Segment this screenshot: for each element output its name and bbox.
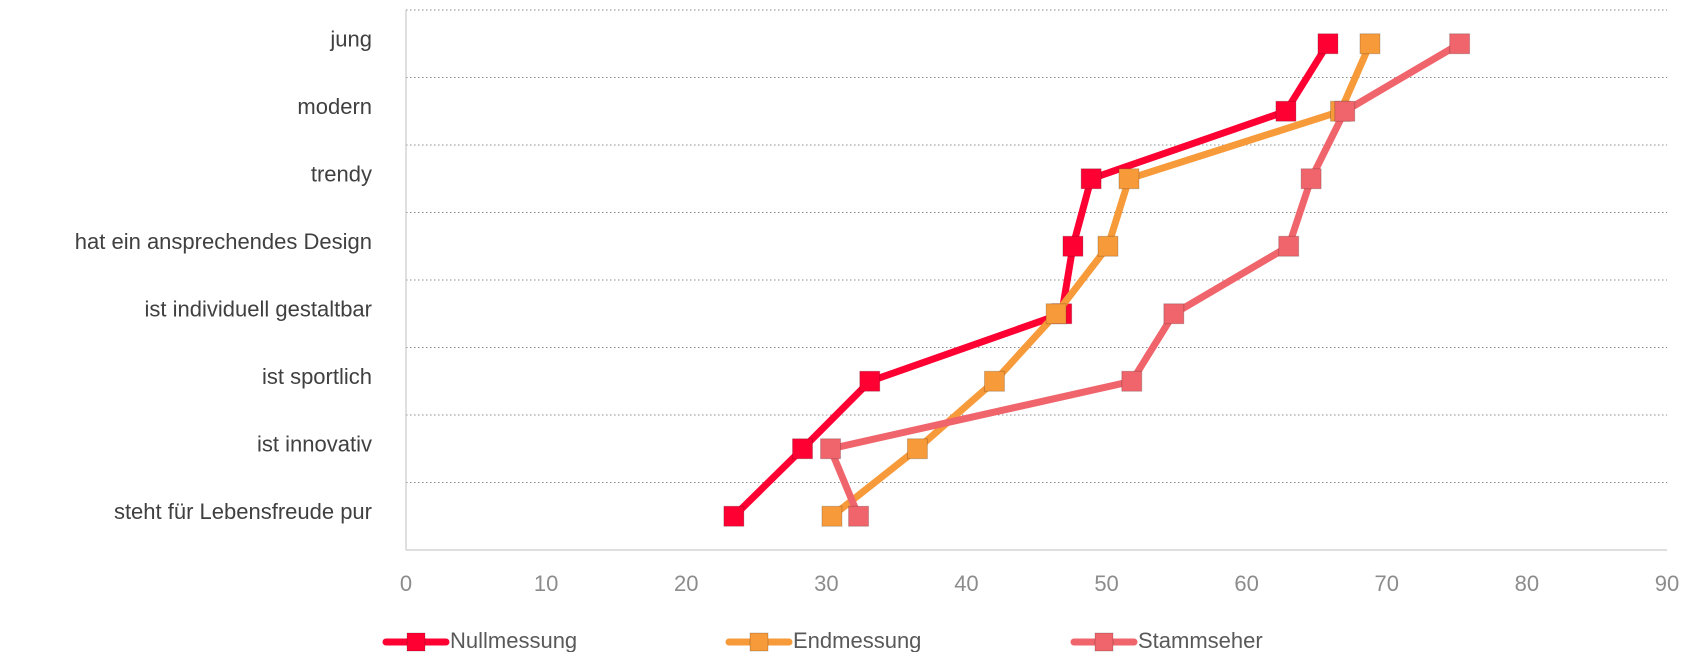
- series-nullmessung: [723, 33, 1339, 527]
- legend-item-nullmessung: Nullmessung: [382, 628, 577, 652]
- data-point-marker: [1118, 168, 1140, 190]
- x-tick-label: 90: [1655, 571, 1679, 596]
- axes: [405, 10, 1667, 551]
- data-point-marker: [848, 505, 870, 527]
- data-point-marker: [1317, 33, 1339, 55]
- series-line: [827, 40, 1462, 518]
- series-lines: [723, 33, 1471, 527]
- series-stammseher: [820, 33, 1471, 527]
- legend-item-endmessung: Endmessung: [725, 628, 921, 652]
- data-point-marker: [723, 505, 745, 527]
- data-point-marker: [1300, 168, 1322, 190]
- x-tick-label: 20: [674, 571, 698, 596]
- data-point-marker: [1097, 235, 1119, 257]
- x-tick-label: 70: [1375, 571, 1399, 596]
- series-endmessung: [821, 33, 1381, 527]
- data-point-marker: [1163, 303, 1185, 325]
- category-label: steht für Lebensfreude pur: [114, 499, 372, 524]
- category-label: hat ein ansprechendes Design: [75, 229, 372, 254]
- data-point-marker: [1121, 370, 1143, 392]
- data-point-marker: [1278, 235, 1300, 257]
- data-point-marker: [1045, 303, 1067, 325]
- category-label: ist sportlich: [262, 364, 372, 389]
- category-label: jung: [329, 27, 372, 52]
- x-tick-label: 50: [1094, 571, 1118, 596]
- category-label: ist innovativ: [257, 432, 372, 457]
- category-labels: jung modern trendy hat ein ansprechendes De…: [75, 27, 372, 525]
- data-point-marker: [820, 438, 842, 460]
- legend-label: Endmessung: [793, 628, 921, 652]
- x-tick-labels: 0 10 20 30 40 50 60 70 80 90: [400, 571, 1679, 596]
- legend-label: Stammseher: [1138, 628, 1263, 652]
- legend-item-stammseher: Stammseher: [1070, 628, 1263, 652]
- data-point-marker: [1062, 235, 1084, 257]
- x-tick-label: 40: [954, 571, 978, 596]
- x-tick-label: 0: [400, 571, 412, 596]
- data-point-marker: [1080, 168, 1102, 190]
- grid-lines: [406, 9, 1667, 483]
- data-point-marker: [1359, 33, 1381, 55]
- series-line: [731, 41, 1331, 519]
- category-label: ist individuell gestaltbar: [145, 297, 372, 322]
- series-line: [829, 42, 1374, 520]
- x-tick-label: 80: [1515, 571, 1539, 596]
- x-tick-label: 60: [1234, 571, 1258, 596]
- category-label: trendy: [311, 162, 372, 187]
- data-point-marker: [859, 370, 881, 392]
- data-point-marker: [1449, 33, 1471, 55]
- data-point-marker: [906, 438, 928, 460]
- data-point-marker: [1275, 100, 1297, 122]
- data-point-marker: [821, 505, 843, 527]
- legend-marker: [749, 632, 769, 652]
- category-label: modern: [297, 94, 372, 119]
- data-point-marker: [983, 370, 1005, 392]
- legend-label: Nullmessung: [450, 628, 577, 652]
- x-tick-label: 10: [534, 571, 558, 596]
- data-point-marker: [1334, 100, 1356, 122]
- data-point-marker: [792, 438, 814, 460]
- legend-marker: [1094, 632, 1114, 652]
- legend: Nullmessung Endmessung Stammseher: [382, 628, 1263, 652]
- legend-marker: [406, 632, 426, 652]
- x-tick-label: 30: [814, 571, 838, 596]
